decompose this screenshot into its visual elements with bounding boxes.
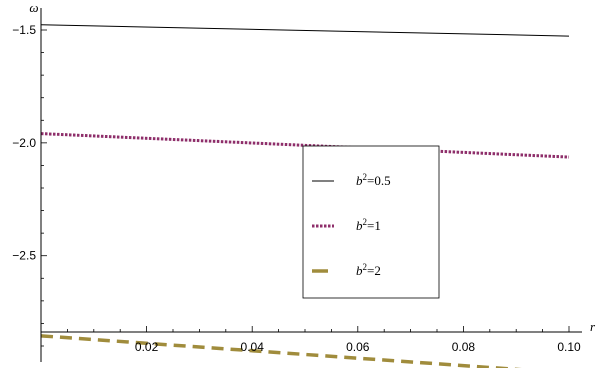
x-tick-label: 0.08 bbox=[452, 340, 476, 354]
y-tick-label: −1.5 bbox=[12, 23, 36, 37]
x-tick-label: 0.10 bbox=[557, 340, 581, 354]
x-axis-label: r bbox=[590, 319, 596, 334]
legend-label-3: b2=2 bbox=[356, 262, 381, 278]
legend-label-2: b2=1 bbox=[356, 217, 381, 233]
axes-layer: 0.02 0.04 0.06 0.08 0.10 −1.5 −2.0 −2.5 bbox=[12, 8, 582, 362]
y-tick-label: −2.0 bbox=[12, 136, 36, 150]
series-line-3 bbox=[40, 334, 522, 368]
x-tick-label: 0.04 bbox=[241, 340, 265, 354]
x-tick-label: 0.02 bbox=[135, 340, 159, 354]
series-layer bbox=[40, 24, 570, 368]
y-axis-label: ω bbox=[29, 0, 38, 15]
y-tick-label: −2.5 bbox=[12, 249, 36, 263]
legend-label-1: b2=0.5 bbox=[356, 172, 391, 188]
legend: b2=0.5 b2=1 b2=2 bbox=[302, 145, 440, 299]
series-line-2 bbox=[40, 132, 570, 159]
x-tick-label: 0.06 bbox=[346, 340, 370, 354]
series-line-1 bbox=[40, 24, 570, 37]
